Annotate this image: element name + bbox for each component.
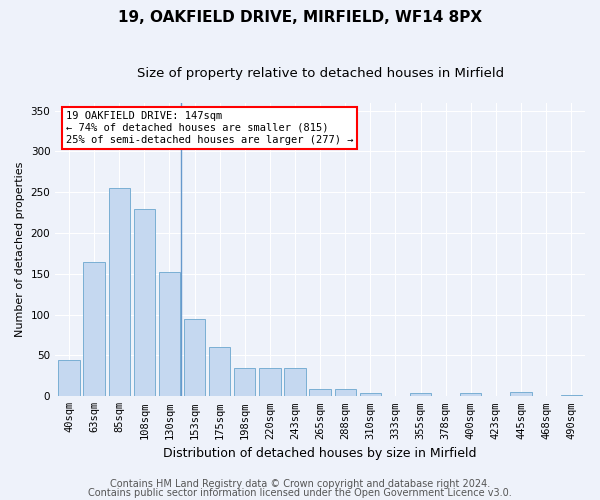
Bar — [284, 368, 305, 396]
Bar — [460, 393, 481, 396]
Bar — [209, 348, 230, 397]
Bar — [134, 208, 155, 396]
Text: 19 OAKFIELD DRIVE: 147sqm
← 74% of detached houses are smaller (815)
25% of semi: 19 OAKFIELD DRIVE: 147sqm ← 74% of detac… — [66, 112, 353, 144]
Title: Size of property relative to detached houses in Mirfield: Size of property relative to detached ho… — [137, 68, 503, 80]
Text: Contains HM Land Registry data © Crown copyright and database right 2024.: Contains HM Land Registry data © Crown c… — [110, 479, 490, 489]
Bar — [234, 368, 256, 396]
Y-axis label: Number of detached properties: Number of detached properties — [15, 162, 25, 337]
Bar — [184, 319, 205, 396]
Bar — [58, 360, 80, 396]
Bar — [410, 393, 431, 396]
Bar — [83, 262, 105, 396]
Bar — [335, 389, 356, 396]
Bar — [510, 392, 532, 396]
Bar — [109, 188, 130, 396]
Bar — [359, 393, 381, 396]
Bar — [159, 272, 180, 396]
Bar — [310, 389, 331, 396]
Text: Contains public sector information licensed under the Open Government Licence v3: Contains public sector information licen… — [88, 488, 512, 498]
Text: 19, OAKFIELD DRIVE, MIRFIELD, WF14 8PX: 19, OAKFIELD DRIVE, MIRFIELD, WF14 8PX — [118, 10, 482, 25]
Bar — [259, 368, 281, 396]
X-axis label: Distribution of detached houses by size in Mirfield: Distribution of detached houses by size … — [163, 447, 477, 460]
Bar — [560, 394, 582, 396]
